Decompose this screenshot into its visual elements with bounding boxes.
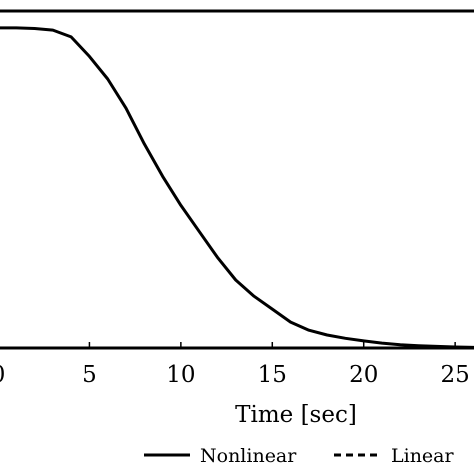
legend-label-linear: Linear: [391, 445, 455, 467]
series-group: [0, 26, 474, 349]
plot-frame: [0, 9, 474, 350]
legend: Nonlinear Linear: [144, 445, 455, 467]
x-tick-label-20: 20: [349, 362, 378, 388]
x-tick-label-10: 10: [166, 362, 195, 388]
series-line-nonlinear: [0, 26, 474, 349]
x-tick-labels: 0 5 10 15 20 25: [0, 362, 470, 388]
x-tick-label-15: 15: [258, 362, 287, 388]
x-tick-label-25: 25: [441, 362, 470, 388]
legend-label-nonlinear: Nonlinear: [200, 445, 297, 467]
x-axis-label: Time [sec]: [235, 402, 357, 428]
x-tick-label-5: 5: [82, 362, 97, 388]
x-tick-label-0: 0: [0, 362, 5, 388]
